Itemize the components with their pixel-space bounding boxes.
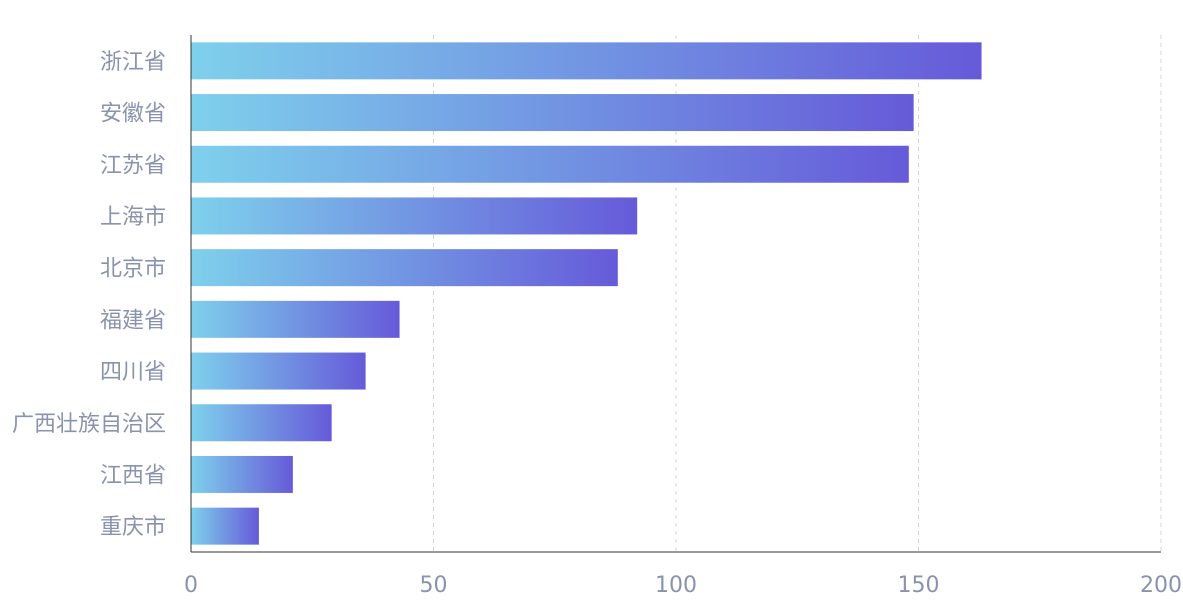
y-category-label: 福建省 (100, 308, 166, 333)
x-tick-label: 50 (420, 573, 448, 598)
x-tick-label: 100 (655, 573, 697, 598)
bars-layer (191, 42, 982, 545)
y-category-label: 浙江省 (100, 50, 166, 75)
bar-1 (191, 94, 914, 132)
x-tick-label: 0 (184, 573, 198, 598)
bar-3 (191, 197, 638, 235)
bar-7 (191, 404, 332, 442)
y-category-label: 安徽省 (100, 102, 166, 127)
bar-2 (191, 145, 909, 183)
y-category-label: 四川省 (100, 360, 166, 385)
labels-layer: 0 50 100 150 200 浙江省安徽省江苏省上海市北京市福建省四川省广西壮族自治区… (12, 50, 1182, 598)
y-category-label: 江苏省 (100, 153, 166, 178)
x-tick-label: 200 (1140, 573, 1182, 598)
y-category-label: 上海市 (100, 205, 166, 230)
y-category-label: 江西省 (100, 463, 166, 488)
bar-5 (191, 300, 400, 338)
y-category-label: 北京市 (100, 257, 166, 282)
bar-4 (191, 249, 618, 287)
y-category-label: 重庆市 (100, 515, 166, 540)
axis-layer (190, 35, 1161, 553)
x-tick-label: 150 (898, 573, 940, 598)
grid-layer (433, 35, 1162, 552)
bar-8 (191, 455, 293, 493)
bar-6 (191, 352, 366, 390)
bar-9 (191, 507, 259, 545)
bar-0 (191, 42, 982, 80)
y-category-label: 广西壮族自治区 (12, 412, 166, 437)
